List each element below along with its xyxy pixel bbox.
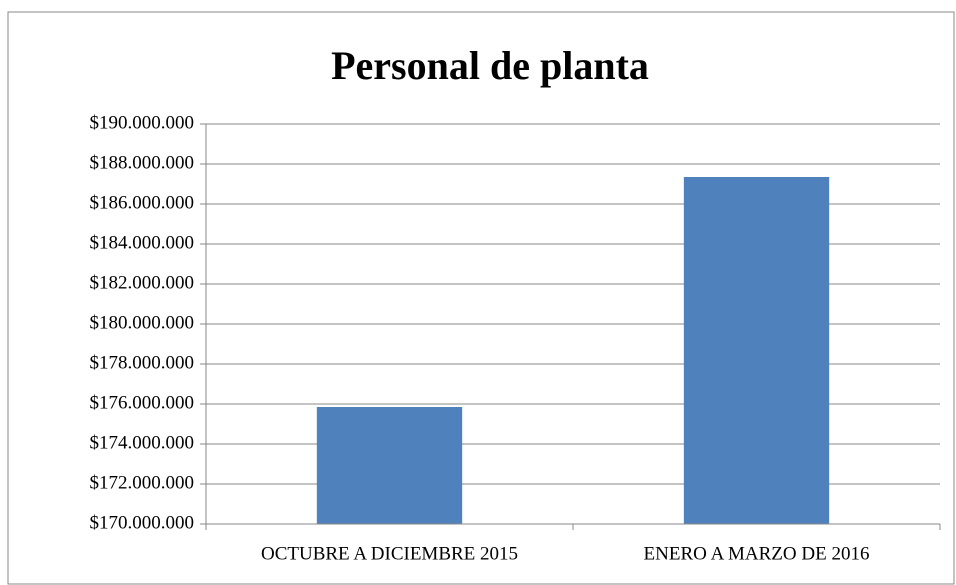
x-tick-label: OCTUBRE A DICIEMBRE 2015 — [261, 543, 518, 564]
y-tick-label: $188.000.000 — [90, 152, 195, 173]
y-tick-label: $190.000.000 — [90, 112, 195, 133]
x-tick-label: ENERO A MARZO DE 2016 — [644, 543, 870, 564]
y-tick-label: $170.000.000 — [90, 512, 195, 533]
y-tick-label: $182.000.000 — [90, 272, 195, 293]
y-tick-label: $174.000.000 — [90, 432, 195, 453]
chart-title: Personal de planta — [331, 43, 649, 88]
y-tick-label: $172.000.000 — [90, 472, 195, 493]
y-tick-label: $184.000.000 — [90, 232, 195, 253]
y-tick-label: $180.000.000 — [90, 312, 195, 333]
y-tick-label: $186.000.000 — [90, 192, 195, 213]
bar — [683, 177, 830, 524]
y-tick-label: $178.000.000 — [90, 352, 195, 373]
y-tick-label: $176.000.000 — [90, 392, 195, 413]
bar — [316, 407, 463, 524]
